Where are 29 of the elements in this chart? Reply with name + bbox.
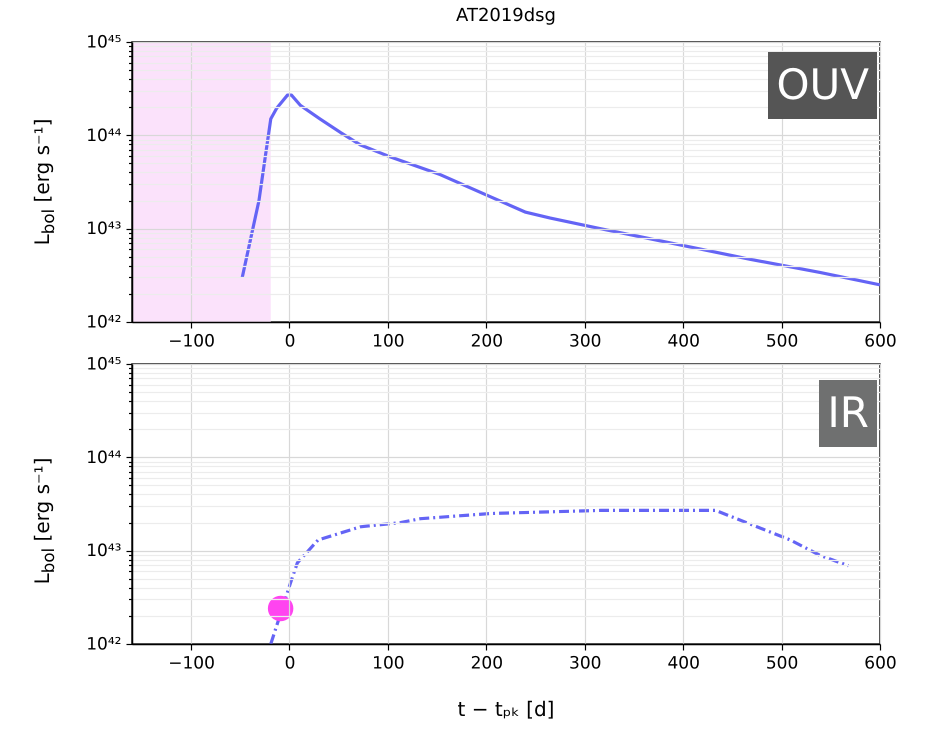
y-tick-label: 10⁴² xyxy=(86,634,122,654)
line-series xyxy=(269,508,850,644)
x-tick-label: −100 xyxy=(168,332,215,352)
x-tick-label: 300 xyxy=(569,332,602,352)
y-tick-label: 10⁴⁵ xyxy=(86,32,122,52)
y-tick-label: 10⁴⁴ xyxy=(86,126,122,146)
x-axis-title: t − tₚₖ [d] xyxy=(458,697,554,721)
x-tick-label: 600 xyxy=(864,654,897,674)
x-tick-label: 400 xyxy=(667,654,700,674)
x-tick-label: 200 xyxy=(470,654,504,674)
x-tick-label: 0 xyxy=(284,332,296,352)
y-tick-label: 10⁴³ xyxy=(86,541,122,562)
annotation: IR xyxy=(819,380,877,447)
x-tick-label: 0 xyxy=(284,654,296,674)
y-tick-label: 10⁴² xyxy=(86,312,122,332)
x-tick-label: 100 xyxy=(372,654,405,674)
y-tick-label: 10⁴⁵ xyxy=(86,354,122,374)
x-tick-label: 400 xyxy=(667,332,700,352)
y-tick-label: 10⁴³ xyxy=(86,219,122,240)
x-tick-label: 600 xyxy=(864,332,897,352)
y-tick-label: 10⁴⁴ xyxy=(86,448,122,468)
x-tick-label: 300 xyxy=(569,654,602,674)
x-tick-label: −100 xyxy=(168,654,215,674)
x-tick-label: 500 xyxy=(766,332,798,352)
x-tick-label: 200 xyxy=(470,332,504,352)
chart-title: AT2019dsg xyxy=(456,5,556,26)
x-tick-label: 500 xyxy=(766,654,798,674)
x-tick-label: 100 xyxy=(372,332,405,352)
annotation: OUV xyxy=(768,52,877,119)
